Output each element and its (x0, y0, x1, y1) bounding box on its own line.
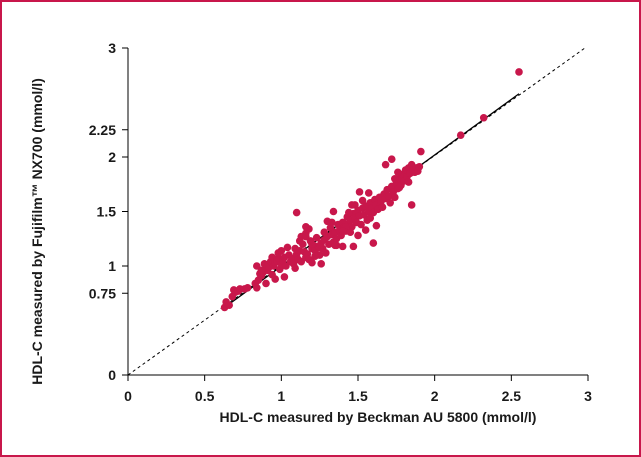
data-point (386, 198, 395, 207)
data-point (395, 183, 404, 192)
identity-line (127, 47, 586, 376)
data-point (295, 237, 304, 245)
x-tick-label: 0 (124, 388, 132, 404)
x-tick-label: 2.5 (502, 388, 522, 404)
data-point (415, 163, 424, 171)
data-point (338, 242, 347, 251)
data-point (404, 178, 413, 186)
data-point (515, 68, 523, 76)
data-point (302, 232, 310, 241)
data-point (358, 196, 367, 205)
data-point (302, 222, 310, 231)
data-point (387, 155, 396, 163)
data-point (369, 239, 378, 247)
data-points (220, 68, 523, 312)
data-point (292, 208, 301, 217)
data-point (323, 217, 332, 226)
data-point (456, 131, 465, 139)
x-axis-ticks: 0 0.5 1 1.5 2 2.5 3 (124, 375, 592, 404)
x-tick-label: 3 (584, 388, 592, 404)
data-point (331, 241, 339, 250)
data-point (280, 273, 289, 281)
data-point (364, 189, 373, 197)
data-point (262, 279, 270, 288)
data-point (381, 160, 390, 169)
data-point (355, 188, 364, 196)
data-point (366, 214, 375, 222)
data-point (378, 203, 387, 211)
data-point (372, 221, 381, 230)
data-point (243, 284, 252, 292)
data-point (391, 193, 399, 202)
data-point (329, 207, 338, 216)
data-point (361, 226, 370, 234)
y-axis-title: HDL-C measured by Fujifilm™ NX700 (mmol/… (29, 78, 45, 385)
data-point (345, 208, 353, 217)
data-point (349, 242, 358, 251)
data-point (225, 301, 233, 310)
y-tick-label: 0.75 (89, 285, 116, 301)
x-tick-label: 1 (277, 388, 285, 404)
y-tick-label: 2 (108, 149, 116, 165)
data-point (479, 113, 488, 122)
y-tick-label: 1 (108, 258, 116, 274)
data-point (253, 284, 261, 292)
x-tick-label: 2 (431, 388, 439, 404)
data-point (312, 233, 321, 242)
y-tick-label: 0 (108, 367, 116, 383)
data-point (283, 243, 292, 252)
data-point (317, 260, 326, 268)
y-tick-label: 1.5 (97, 204, 117, 220)
data-point (338, 227, 347, 235)
y-tick-label: 3 (108, 40, 116, 56)
data-point (322, 249, 330, 257)
y-axis-ticks: 0 0.75 1 1.5 2 2.25 3 (89, 40, 128, 383)
data-point (315, 243, 324, 252)
data-point (394, 168, 402, 177)
y-tick-label: 2.25 (89, 122, 116, 138)
data-point (308, 240, 316, 248)
data-point (277, 246, 286, 255)
data-point (407, 201, 416, 209)
data-point (354, 231, 362, 240)
data-point (417, 147, 425, 156)
data-point (291, 264, 299, 272)
data-point (311, 252, 319, 260)
data-point (257, 266, 266, 275)
data-point (346, 228, 355, 237)
x-tick-label: 0.5 (195, 388, 215, 404)
data-point (348, 201, 356, 209)
x-axis-title: HDL-C measured by Beckman AU 5800 (mmol/… (220, 409, 537, 425)
data-point (391, 175, 399, 183)
data-point (357, 220, 365, 229)
data-point (308, 258, 316, 267)
data-point (271, 275, 280, 283)
x-tick-label: 1.5 (348, 388, 368, 404)
